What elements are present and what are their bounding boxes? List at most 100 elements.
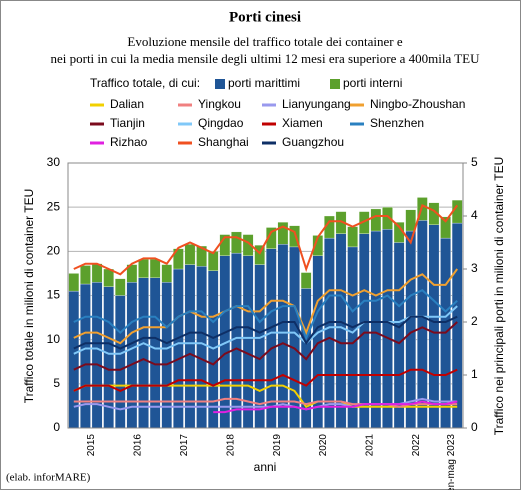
legend-label: Lianyungang <box>282 97 351 111</box>
bar <box>138 277 149 429</box>
bar <box>184 264 196 429</box>
y2-tick-label: 2 <box>471 314 478 328</box>
y-tick-label: 10 <box>47 332 61 346</box>
bar <box>184 244 196 265</box>
y-axis-label: Traffico totale in milioni di container … <box>22 189 36 404</box>
legend-label: Qingdao <box>198 116 244 130</box>
line <box>73 321 458 371</box>
bar <box>382 229 393 429</box>
bar <box>370 230 382 429</box>
legend-label: Tianjin <box>110 116 145 130</box>
bar <box>115 278 126 296</box>
y2-tick-label: 0 <box>471 420 478 434</box>
bar <box>91 263 103 283</box>
bar <box>289 225 300 248</box>
legend-label: Ningbo-Zhoushan <box>370 97 465 111</box>
bar <box>324 237 335 429</box>
legend-label: Shanghai <box>198 135 249 149</box>
line <box>213 400 458 414</box>
x-tick-label: 2015 <box>86 434 97 457</box>
bar <box>277 244 289 429</box>
line <box>73 204 459 276</box>
y-tick-label: 0 <box>53 420 60 434</box>
y2-tick-label: 1 <box>471 367 478 381</box>
bar <box>347 246 358 429</box>
line <box>73 368 458 392</box>
y2-tick-label: 3 <box>471 261 478 275</box>
line <box>73 289 458 341</box>
bar <box>242 234 254 256</box>
legend-label: porti marittimi <box>228 76 300 90</box>
legend-swatch <box>330 79 340 89</box>
chart-title: Porti cinesi <box>229 9 301 25</box>
legend-label: porti interni <box>343 76 402 90</box>
source-note: (elab. inforMARE) <box>6 472 91 484</box>
legend-label: Guangzhou <box>282 135 344 149</box>
y2-axis-label: Traffico nei principali porti in milioni… <box>492 157 506 436</box>
bar <box>138 259 149 278</box>
x-tick-label: 2016 <box>132 434 143 457</box>
y-tick-label: 15 <box>47 288 61 302</box>
bar <box>370 208 382 232</box>
bar <box>277 222 289 245</box>
bar <box>405 230 416 429</box>
y2-tick-label: 5 <box>471 155 478 169</box>
legend-label: Yingkou <box>198 97 241 111</box>
bar <box>196 266 207 429</box>
bar <box>428 224 440 429</box>
line <box>73 397 458 408</box>
bar <box>207 251 219 271</box>
bar <box>149 259 161 278</box>
legend-label: Shenzhen <box>370 116 424 130</box>
bar <box>393 242 405 429</box>
bar <box>91 282 103 429</box>
bar <box>428 202 440 225</box>
bar <box>312 235 324 256</box>
x-tick-label: 2021 <box>365 434 376 457</box>
bar <box>254 244 265 265</box>
bar <box>382 207 393 230</box>
line <box>73 315 458 350</box>
line <box>73 305 458 355</box>
y-tick-label: 20 <box>47 244 61 258</box>
x-tick-label: 2019 <box>272 434 283 457</box>
x-tick-label: gen-mag 2023 <box>446 434 457 490</box>
legend-label: Rizhao <box>110 135 148 149</box>
bar <box>300 272 312 289</box>
chart-subtitle: Evoluzione mensile del traffico totale d… <box>127 34 402 49</box>
legend-label: Dalian <box>110 97 144 111</box>
legend-label: Xiamen <box>282 116 323 130</box>
y-tick-label: 5 <box>53 376 60 390</box>
bar <box>173 268 184 429</box>
legend-title: Traffico totale, di cui: <box>90 76 200 90</box>
x-tick-label: 2018 <box>225 434 236 457</box>
bar <box>440 216 451 239</box>
x-axis-label: anni <box>254 460 277 474</box>
bar <box>335 233 347 429</box>
bar <box>68 290 80 429</box>
bar <box>417 197 428 221</box>
bar <box>196 245 207 267</box>
y2-tick-label: 4 <box>471 208 478 222</box>
bar <box>80 283 91 429</box>
bar <box>417 220 428 429</box>
y-tick-label: 25 <box>47 199 61 213</box>
y-tick-label: 30 <box>47 155 61 169</box>
x-tick-label: 2020 <box>318 434 329 457</box>
bar <box>347 226 358 248</box>
x-tick-label: 2022 <box>411 434 422 457</box>
bar <box>231 231 242 254</box>
plot-border <box>67 162 464 429</box>
bar <box>161 264 173 283</box>
bar <box>405 209 416 232</box>
bar <box>358 233 370 429</box>
line <box>73 268 459 345</box>
bar <box>80 265 91 285</box>
chart-subtitle: nei porti in cui la media mensile degli … <box>50 51 480 66</box>
bar <box>149 277 161 429</box>
bar <box>266 227 277 249</box>
bar <box>68 273 80 292</box>
legend-swatch <box>215 79 225 89</box>
x-tick-label: 2017 <box>179 434 190 457</box>
